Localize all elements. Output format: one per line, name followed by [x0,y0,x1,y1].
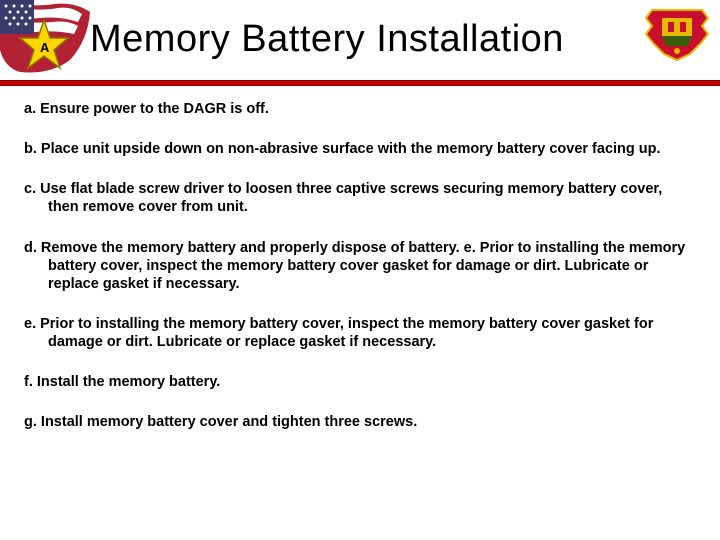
instruction-list: a. Ensure power to the DAGR is off. b. P… [24,100,696,453]
slide-header: A Memory Battery Installation [0,0,720,80]
slide-title: Memory Battery Installation [90,18,564,61]
step-b: b. Place unit upside down on non-abrasiv… [24,140,696,158]
unit-insignia-icon [642,4,712,64]
flag-star-emblem: A [0,0,90,78]
step-g: g. Install memory battery cover and tigh… [24,413,696,431]
step-c: c. Use flat blade screw driver to loosen… [24,180,696,216]
step-e: e. Prior to installing the memory batter… [24,315,696,351]
horizontal-rule-bar [0,80,720,86]
step-d: d. Remove the memory battery and properl… [24,239,696,293]
step-f: f. Install the memory battery. [24,373,696,391]
step-a: a. Ensure power to the DAGR is off. [24,100,696,118]
svg-text:A: A [40,40,50,55]
